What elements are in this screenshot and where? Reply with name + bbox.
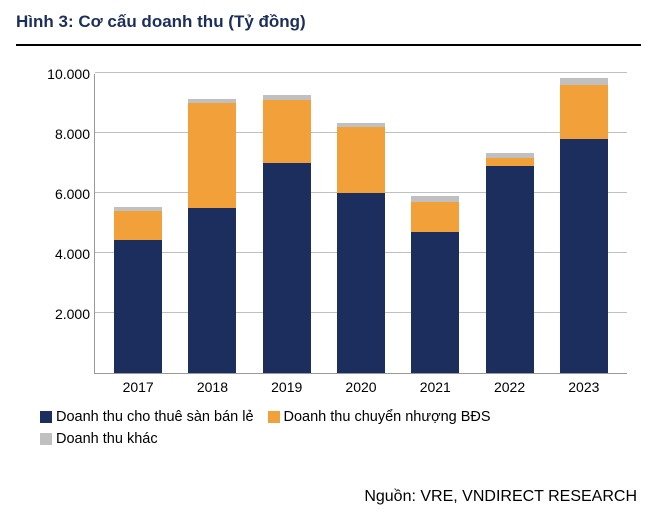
legend-label: Doanh thu cho thuê sàn bán lẻ: [56, 406, 254, 428]
x-tick-label: 2018: [197, 379, 228, 395]
title-underline: [16, 44, 641, 46]
source-text: Nguồn: VRE, VNDIRECT RESEARCH: [364, 488, 637, 506]
bar-segment: [560, 78, 608, 85]
gridline: [95, 72, 627, 73]
bar-column: 2020: [324, 74, 398, 373]
stacked-bar: [486, 153, 534, 373]
x-tick-label: 2020: [345, 379, 376, 395]
legend-label: Doanh thu khác: [56, 428, 158, 450]
y-tick-label: 4.000: [30, 246, 90, 262]
stacked-bar: [560, 78, 608, 373]
bar-segment: [114, 211, 162, 240]
x-tick-label: 2022: [494, 379, 525, 395]
bar-column: 2019: [250, 74, 324, 373]
bar-segment: [114, 240, 162, 374]
legend-row: Doanh thu cho thuê sàn bán lẻ Doanh thu c…: [40, 406, 627, 450]
x-tick-label: 2019: [271, 379, 302, 395]
bar-segment: [560, 139, 608, 373]
bar-segment: [411, 202, 459, 232]
chart-container: 2.0004.0006.0008.00010.000 2017201820192…: [30, 74, 627, 404]
legend-swatch: [40, 433, 52, 445]
y-tick-label: 6.000: [30, 186, 90, 202]
legend-swatch: [40, 411, 52, 423]
bar-column: 2021: [398, 74, 472, 373]
x-tick-label: 2017: [123, 379, 154, 395]
y-tick-label: 2.000: [30, 306, 90, 322]
bars-row: 2017201820192020202120222023: [95, 74, 627, 373]
stacked-bar: [188, 99, 236, 374]
legend-item: Doanh thu chuyển nhượng BĐS: [268, 406, 491, 428]
stacked-bar: [411, 196, 459, 373]
y-tick-label: 8.000: [30, 126, 90, 142]
bar-column: 2018: [175, 74, 249, 373]
y-tick-label: 10.000: [30, 66, 90, 82]
stacked-bar: [263, 95, 311, 373]
stacked-bar: [337, 123, 385, 374]
stacked-bar: [114, 207, 162, 373]
bar-segment: [337, 193, 385, 373]
bar-column: 2022: [472, 74, 546, 373]
bar-segment: [486, 166, 534, 373]
bar-segment: [411, 232, 459, 373]
bar-segment: [337, 127, 385, 193]
bar-segment: [263, 163, 311, 373]
bar-segment: [560, 85, 608, 139]
legend-label: Doanh thu chuyển nhượng BĐS: [284, 406, 491, 428]
x-tick-label: 2023: [568, 379, 599, 395]
legend-item: Doanh thu cho thuê sàn bán lẻ: [40, 406, 254, 428]
bar-column: 2017: [101, 74, 175, 373]
legend-swatch: [268, 411, 280, 423]
bar-segment: [263, 100, 311, 163]
legend-item: Doanh thu khác: [40, 428, 158, 450]
legend: Doanh thu cho thuê sàn bán lẻ Doanh thu c…: [40, 406, 627, 450]
plot-area: 2017201820192020202120222023: [94, 74, 627, 374]
bar-segment: [188, 103, 236, 208]
bar-segment: [486, 158, 534, 166]
chart-header: Hình 3: Cơ cấu doanh thu (Tỷ đồng): [0, 0, 657, 38]
x-tick-label: 2021: [420, 379, 451, 395]
bar-column: 2023: [547, 74, 621, 373]
bar-segment: [188, 208, 236, 373]
chart-title: Hình 3: Cơ cấu doanh thu (Tỷ đồng): [16, 12, 306, 31]
